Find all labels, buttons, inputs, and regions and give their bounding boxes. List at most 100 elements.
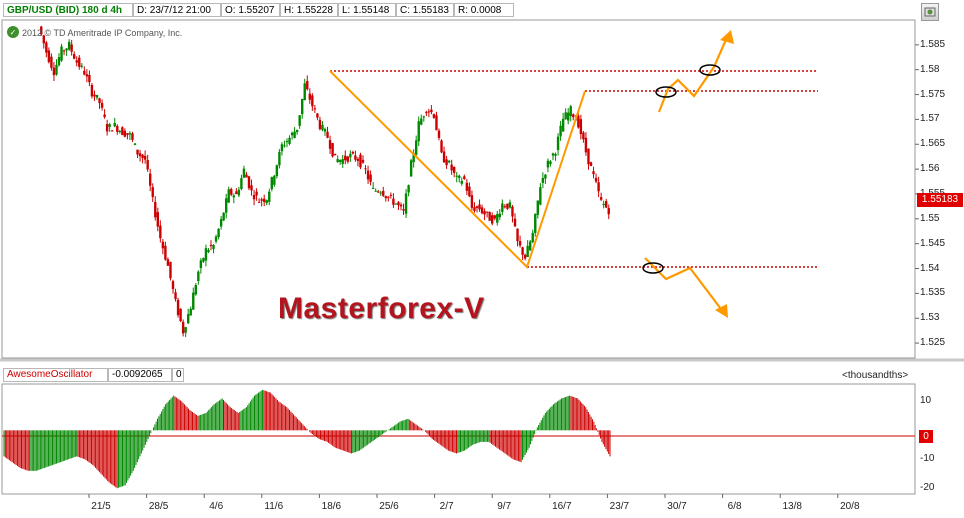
candle-up [379, 192, 382, 194]
candle-down [382, 190, 385, 196]
candle-down [306, 80, 309, 90]
candle-up [447, 160, 451, 163]
trend-lines [329, 70, 586, 269]
candle-up [199, 260, 203, 269]
candle-up [217, 228, 220, 238]
candle-down [111, 130, 114, 132]
candle-up [559, 125, 562, 137]
candle-down [123, 130, 127, 137]
date-axis-label: 16/7 [552, 501, 572, 512]
candle-up [564, 112, 567, 120]
candle-down [440, 140, 443, 153]
candle-down [506, 203, 509, 209]
breakout-marker-2 [699, 64, 721, 76]
candle-down [308, 93, 311, 100]
candle-down [311, 95, 314, 107]
candle-down [493, 215, 496, 219]
bearish-arrowhead [715, 304, 728, 318]
candle-down [577, 115, 580, 128]
price-axis-label: 1.545 [920, 237, 946, 249]
oscillator-name: AwesomeOscillator [3, 368, 108, 382]
price-axis-label: 1.57 [920, 113, 940, 125]
candle-up [460, 180, 463, 184]
candle-down [136, 149, 139, 155]
candle-up [57, 57, 61, 66]
candle-up [232, 195, 235, 198]
candle-up [95, 94, 99, 98]
candle-down [159, 225, 162, 239]
candle-up [108, 124, 111, 127]
candle-up [80, 65, 83, 67]
candle-up [415, 140, 418, 155]
candle-up [569, 106, 572, 117]
candle-down [430, 109, 433, 113]
candle-down [475, 206, 479, 208]
candle-down [50, 56, 53, 68]
date-axis-label: 21/5 [91, 501, 111, 512]
candles-group [40, 25, 610, 338]
candle-down [171, 281, 175, 290]
osc-zero-badge: 0 [919, 430, 933, 443]
candle-up [412, 153, 415, 163]
candle-down [331, 143, 334, 157]
candle-up [273, 175, 276, 185]
settings-icon [924, 7, 936, 17]
candle-up [280, 144, 284, 152]
oscillator-bars [3, 389, 611, 489]
candle-up [242, 168, 246, 178]
candle-up [374, 190, 377, 192]
candle-up [339, 159, 342, 162]
candle-down [179, 308, 182, 322]
candle-up [214, 236, 218, 242]
candle-down [62, 50, 66, 52]
date-axis-label: 9/7 [497, 501, 512, 512]
candle-down [156, 212, 159, 227]
candle-down [40, 26, 43, 35]
price-axis-label: 1.525 [920, 337, 946, 349]
date-axis-label: 30/7 [667, 501, 687, 512]
candle-up [546, 160, 550, 168]
candle-down [584, 137, 588, 153]
candle-up [67, 41, 71, 50]
candle-down [523, 254, 527, 259]
candle-down [432, 114, 436, 118]
osc-axis-label: -10 [920, 453, 935, 465]
date-axis-label: 13/8 [782, 501, 802, 512]
candle-up [404, 193, 408, 214]
candle-down [247, 176, 251, 189]
candle-down [141, 154, 144, 159]
candle-down [138, 153, 142, 157]
candle-down [151, 187, 154, 198]
candle-down [73, 54, 76, 59]
candle-up [275, 165, 279, 177]
candle-up [417, 121, 420, 142]
date-axis-label: 23/7 [609, 501, 630, 512]
candle-up [371, 187, 375, 189]
price-axis-label: 1.58 [920, 63, 940, 75]
td-logo-icon: ✓ [7, 26, 19, 38]
candle-down [589, 162, 593, 167]
candle-up [422, 116, 425, 118]
candle-down [257, 201, 261, 203]
date-axis-label: 20/8 [840, 501, 860, 512]
candle-down [176, 299, 180, 316]
candle-down [252, 194, 256, 200]
candle-up [118, 131, 121, 133]
open-readout: O: 1.55207 [221, 3, 280, 17]
candle-down [333, 153, 337, 156]
candle-down [518, 241, 522, 246]
osc-axis-label: 10 [920, 395, 932, 407]
settings-button[interactable] [921, 3, 939, 21]
candle-down [263, 198, 266, 202]
candle-down [592, 171, 595, 175]
candle-up [544, 174, 547, 179]
candle-down [435, 115, 438, 131]
price-panel-frame [1, 19, 916, 359]
candle-up [455, 175, 458, 177]
date-axis-label: 6/8 [727, 501, 742, 512]
bearish-scenario-path [644, 257, 725, 314]
candle-up [526, 245, 529, 257]
candle-down [377, 191, 380, 193]
price-axis-label: 1.56 [920, 163, 940, 175]
date-axis-label: 11/6 [264, 501, 284, 512]
